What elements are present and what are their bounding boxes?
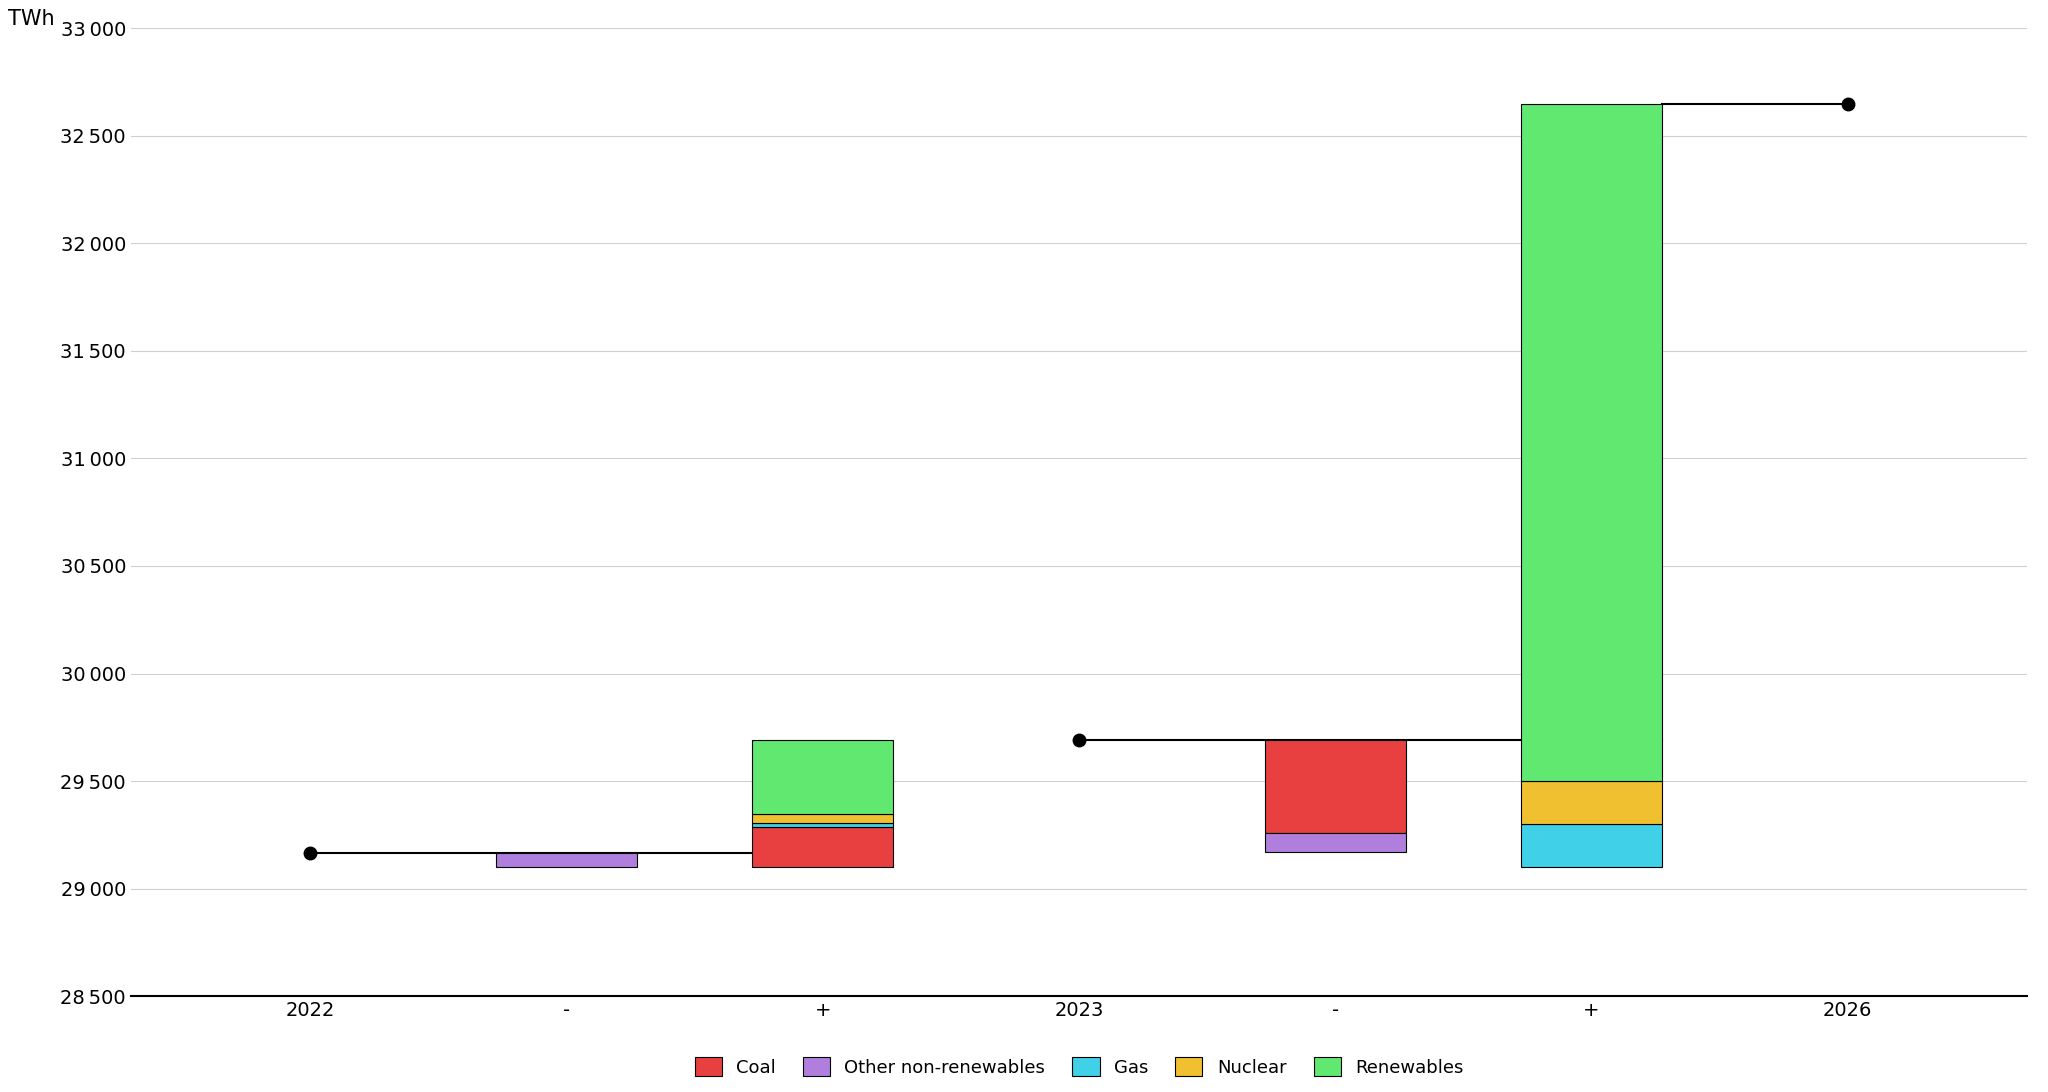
Bar — [752, 823, 893, 828]
Y-axis label: TWh: TWh — [8, 9, 55, 29]
Bar — [1522, 781, 1663, 824]
Bar — [752, 740, 893, 815]
Legend: Coal, Other non-renewables, Gas, Nuclear, Renewables: Coal, Other non-renewables, Gas, Nuclear… — [688, 1051, 1470, 1084]
Bar — [752, 815, 893, 823]
Bar — [496, 853, 637, 867]
Bar — [1522, 824, 1663, 867]
Bar — [1266, 833, 1405, 852]
Bar — [1266, 740, 1405, 833]
Bar — [752, 828, 893, 867]
Bar — [1522, 104, 1663, 781]
